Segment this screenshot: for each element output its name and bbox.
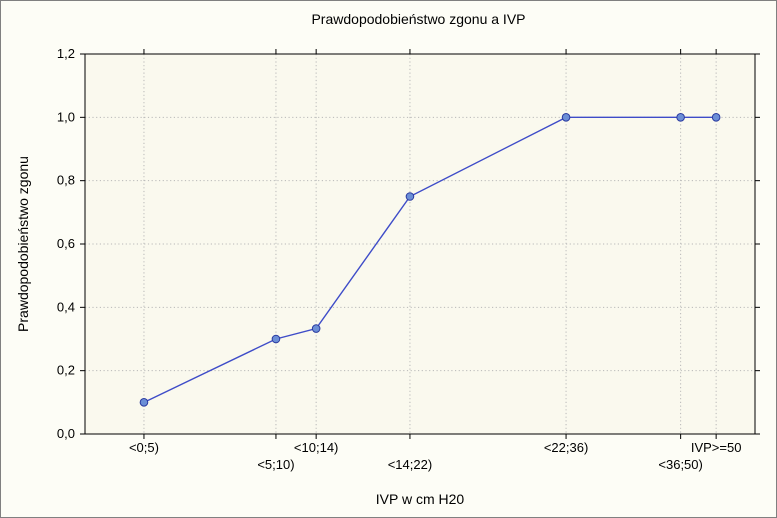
- y-axis-label: Prawdopodobieństwo zgonu: [15, 156, 31, 332]
- x-tick-label: <36;50): [658, 457, 702, 472]
- y-tick-label: 0,4: [57, 299, 75, 314]
- data-marker: [406, 193, 414, 201]
- data-marker: [312, 325, 320, 333]
- y-tick-label: 1,0: [57, 109, 75, 124]
- data-marker: [272, 335, 280, 343]
- data-marker: [140, 399, 148, 407]
- y-tick-label: 0,6: [57, 236, 75, 251]
- x-tick-label: <5;10): [257, 457, 294, 472]
- y-tick-label: 0,2: [57, 363, 75, 378]
- chart-title: Prawdopodobieństwo zgonu a IVP: [311, 11, 525, 27]
- x-axis-label: IVP w cm H20: [376, 491, 465, 507]
- y-tick-label: 0,8: [57, 173, 75, 188]
- x-tick-label: <0;5): [129, 440, 159, 455]
- data-marker: [562, 114, 570, 122]
- data-marker: [712, 114, 720, 122]
- chart-container: 0,0 0,2 0,4 0,6 0,8 1,0 1,2 <0;5) <5;10)<10;14) <…: [0, 0, 777, 518]
- x-tick-label: IVP>=50: [691, 440, 742, 455]
- y-tick-label: 1,2: [57, 46, 75, 61]
- x-tick-label: <10;14): [294, 440, 338, 455]
- data-marker: [677, 114, 685, 122]
- chart-svg: 0,0 0,2 0,4 0,6 0,8 1,0 1,2 <0;5) <5;10)<10;14) <…: [0, 0, 777, 518]
- x-tick-label: <22;36): [544, 440, 588, 455]
- y-tick-label: 0,0: [57, 426, 75, 441]
- x-tick-label: <14;22): [388, 457, 432, 472]
